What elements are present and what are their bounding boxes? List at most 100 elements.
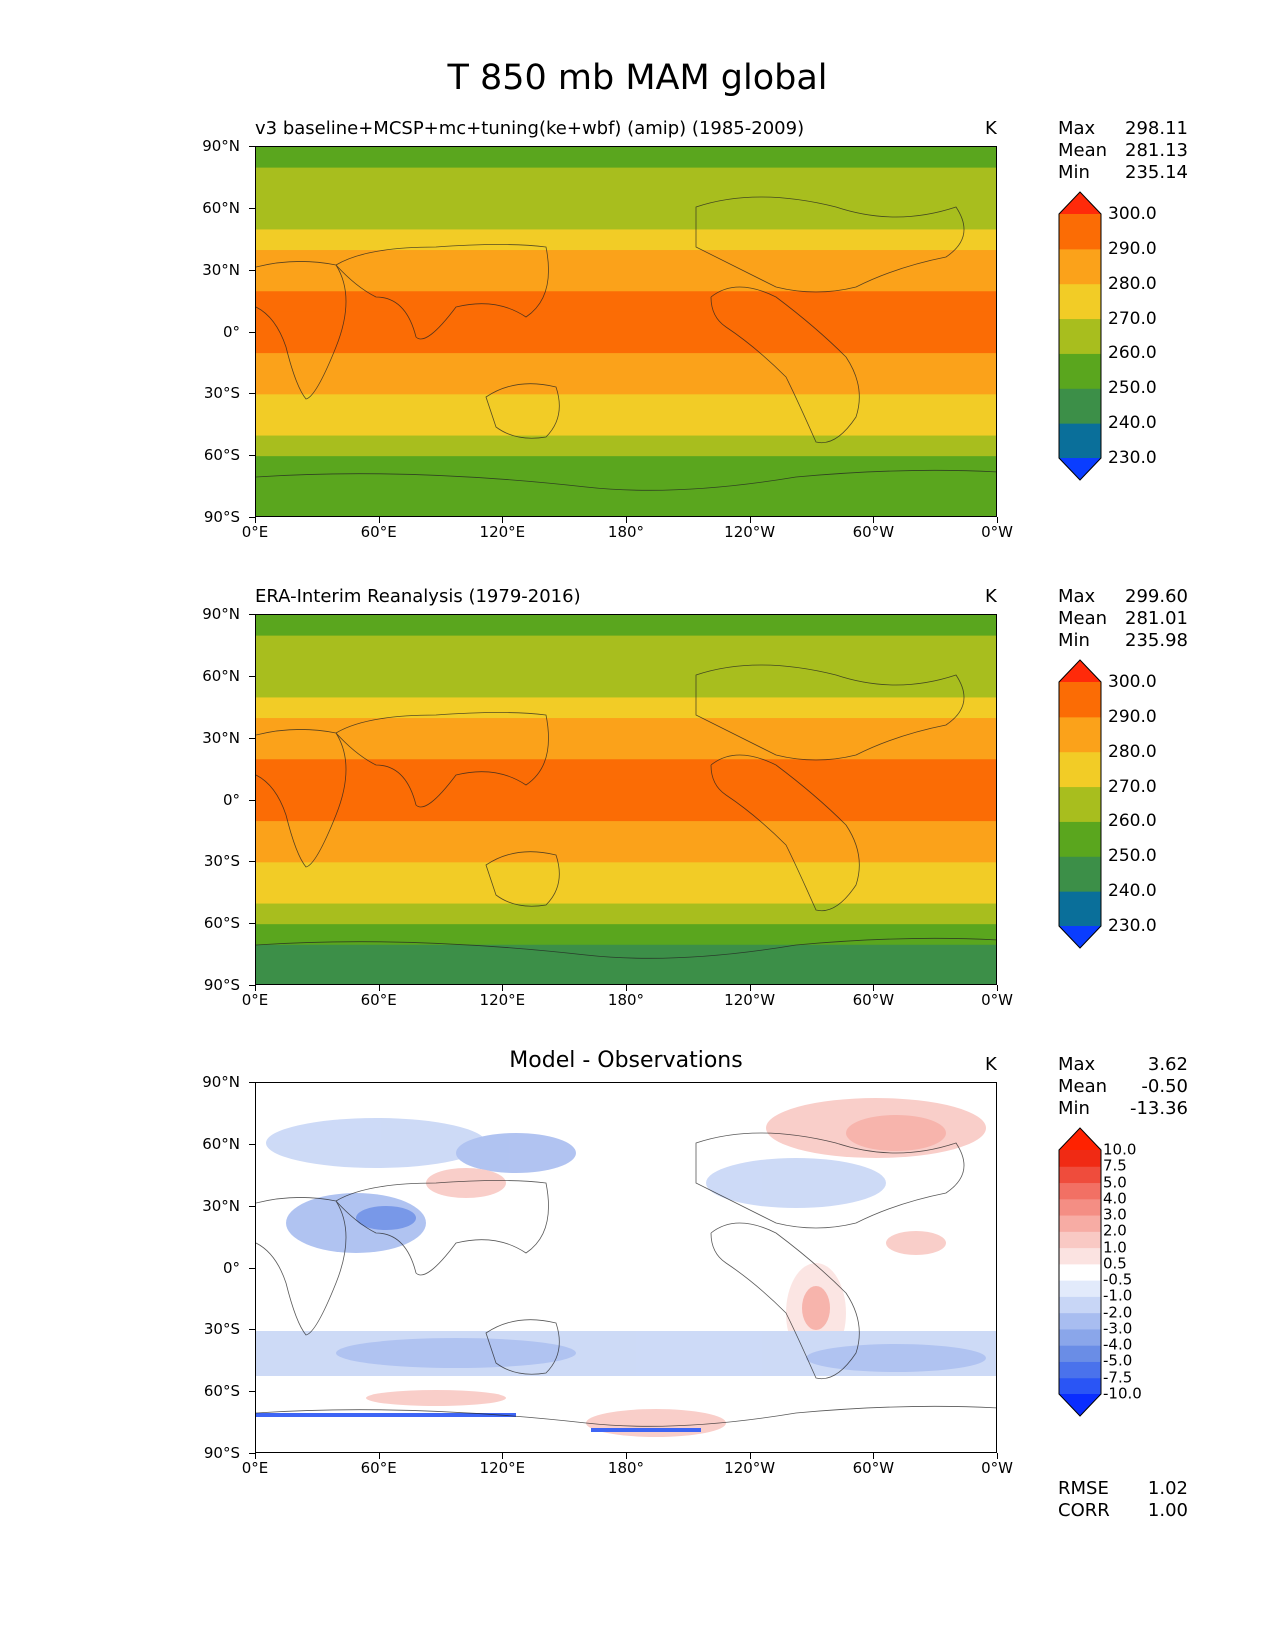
min-label: Min: [1058, 1098, 1090, 1119]
corr-value: 1.00: [1147, 1500, 1188, 1521]
lon-tick: [997, 1453, 998, 1459]
colorbar-segment: [1059, 283, 1101, 320]
colorbar-segment: [1059, 1328, 1101, 1346]
panel-title: Model - Observations: [509, 1048, 743, 1073]
lat-tick-label: 0°: [222, 790, 240, 809]
colorbar-label: 250.0: [1108, 378, 1157, 399]
colorbar-label: 10.0: [1103, 1140, 1137, 1159]
temperature-band: [256, 476, 996, 498]
colorbar-segment: [1059, 682, 1101, 718]
lon-tick-label: 180°: [607, 991, 645, 1009]
lat-tick: [249, 675, 255, 677]
colorbar-segment: [1059, 751, 1101, 788]
lat-tick: [249, 517, 255, 518]
temperature-band: [256, 656, 996, 678]
colorbar-label: 0.5: [1103, 1254, 1127, 1273]
temperature-band: [256, 841, 996, 863]
test-panel: v3 baseline+MCSP+mc+tuning(ke+wbf) (amip…: [0, 118, 1275, 578]
temperature-band: [256, 332, 996, 354]
lat-tick: [249, 923, 255, 925]
colorbar-segment: [1059, 214, 1101, 250]
colorbar-label: 5.0: [1103, 1173, 1127, 1192]
temperature-band: [256, 944, 996, 966]
temperature-band: [256, 311, 996, 333]
colorbar-label: 290.0: [1108, 706, 1157, 727]
colorbar-label: -4.0: [1103, 1335, 1133, 1354]
temperature-band: [256, 738, 996, 760]
colorbar-segment: [1059, 891, 1101, 927]
temperature-bands: [256, 615, 996, 984]
lat-tick-label: 60°N: [202, 198, 240, 217]
lat-tick: [249, 331, 255, 333]
mean-value: 281.01: [1125, 608, 1188, 629]
colorbar-outline: [1058, 659, 1102, 949]
lat-tick-label: 30°S: [203, 384, 240, 403]
lon-tick: [997, 985, 998, 991]
temperature-band: [256, 924, 996, 946]
colorbar-label: -2.0: [1103, 1303, 1133, 1322]
reference-panel: ERA-Interim Reanalysis (1979-2016) K Max…: [0, 586, 1275, 1046]
colorbar-label: 280.0: [1108, 741, 1157, 762]
lat-tick: [249, 207, 255, 209]
max-value: 299.60: [1125, 586, 1188, 607]
mean-label: Mean: [1058, 1076, 1108, 1097]
units-label: K: [985, 586, 997, 607]
colorbar-segment: [1059, 423, 1101, 459]
lat-tick-label: 60°S: [203, 914, 240, 933]
colorbar-label: 270.0: [1108, 308, 1157, 329]
colorbar-label: 3.0: [1103, 1205, 1127, 1224]
colorbar-label: -5.0: [1103, 1351, 1133, 1370]
lat-tick: [249, 737, 255, 739]
temperature-band: [256, 435, 996, 457]
corr-label: CORR: [1058, 1500, 1110, 1521]
lon-tick: [873, 1453, 875, 1459]
lat-tick: [249, 393, 255, 395]
error-metrics: RMSE 1.02 CORR 1.00: [1058, 1478, 1188, 1522]
colorbar-label: -3.0: [1103, 1319, 1133, 1338]
colorbar-segment: [1059, 318, 1101, 354]
colorbar-segment: [1059, 1150, 1101, 1167]
min-value: -13.36: [1129, 1098, 1188, 1119]
colorbar-extend-min: [1059, 926, 1101, 948]
temperature-band: [256, 676, 996, 698]
temperature-band: [256, 414, 996, 437]
temperature-band: [256, 229, 996, 251]
colorbar-segment: [1059, 388, 1101, 424]
colorbar-label: 2.0: [1103, 1221, 1127, 1240]
colorbar-label: 290.0: [1108, 238, 1157, 259]
lat-tick-label: 90°S: [203, 976, 240, 994]
temperature-band: [256, 718, 996, 740]
lat-tick: [249, 1267, 255, 1269]
lat-tick-label: 0°: [222, 322, 240, 341]
panel-title: v3 baseline+MCSP+mc+tuning(ke+wbf) (amip…: [255, 118, 805, 139]
colorbar-label: 230.0: [1108, 448, 1157, 468]
lon-tick: [626, 517, 627, 523]
colorbar-segment: [1059, 716, 1101, 753]
lon-tick-label: 180°: [607, 1459, 645, 1477]
lat-tick: [249, 985, 255, 986]
map-plot: [255, 1082, 997, 1453]
lat-tick-label: 90°N: [202, 137, 240, 155]
min-value: 235.98: [1125, 630, 1188, 651]
lat-tick: [249, 1453, 255, 1454]
lat-tick: [249, 1205, 255, 1207]
colorbar-label: 260.0: [1108, 811, 1157, 832]
lat-tick-label: 30°N: [202, 260, 240, 279]
stats-box: Max 3.62 Mean -0.50 Min -13.36: [1058, 1054, 1188, 1120]
lat-tick: [249, 1329, 255, 1331]
colorbar-segment: [1059, 1198, 1101, 1216]
max-label: Max: [1058, 586, 1096, 607]
lat-tick: [249, 1082, 255, 1083]
lat-tick: [249, 146, 255, 147]
colorbar-label: 300.0: [1108, 672, 1157, 692]
lon-tick: [749, 1453, 751, 1459]
colorbar-extend-max: [1059, 1128, 1101, 1150]
colorbar-outline: [1058, 191, 1102, 481]
colorbar-label: 230.0: [1108, 916, 1157, 936]
temperature-band: [256, 291, 996, 313]
temperature-band: [256, 147, 996, 169]
lon-tick-label: 0°W: [981, 523, 1013, 541]
difference-panel: Model - Observations K: [0, 1048, 1275, 1521]
lat-tick-label: 60°S: [203, 446, 240, 465]
map-svg: [256, 615, 996, 984]
